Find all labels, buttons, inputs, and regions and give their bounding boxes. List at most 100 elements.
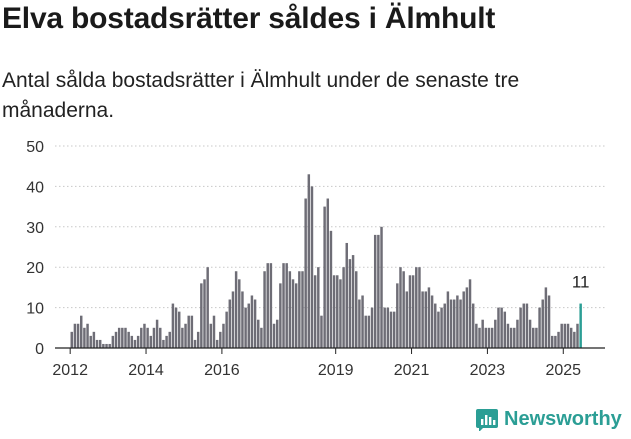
highlight-value-label: 11 <box>572 273 590 292</box>
bar <box>196 331 200 348</box>
bar <box>310 186 314 348</box>
bar <box>576 323 579 348</box>
y-axis: 0 10 20 30 40 50 <box>26 139 44 358</box>
bar <box>294 283 298 348</box>
bar-chart: 0 10 20 30 40 50 2012 2014 2016 2019 2021 2023 2025… <box>26 139 605 379</box>
bar <box>339 279 342 348</box>
bar <box>440 307 443 348</box>
bar <box>108 343 111 348</box>
bar <box>336 275 339 348</box>
bar <box>345 242 348 348</box>
bar <box>541 299 544 348</box>
bar <box>73 323 77 348</box>
bar <box>313 275 317 348</box>
bar <box>244 307 247 348</box>
bar <box>528 319 532 348</box>
bar <box>279 283 282 348</box>
bar <box>168 331 171 348</box>
bar <box>373 234 377 348</box>
bar <box>102 343 105 348</box>
bar <box>200 283 203 348</box>
bar <box>342 267 345 348</box>
bar <box>241 291 244 348</box>
bar <box>80 315 83 348</box>
bar <box>456 295 459 348</box>
chart-title: Elva bostadsrätter såldes i Älmhult <box>2 2 496 35</box>
bar <box>506 323 510 348</box>
bar <box>430 295 434 348</box>
bar <box>494 319 497 348</box>
bar <box>348 259 352 348</box>
bar <box>266 263 269 348</box>
bar <box>263 271 266 348</box>
bar <box>181 327 184 348</box>
bar <box>569 327 573 348</box>
bar <box>468 279 472 348</box>
bar <box>478 327 481 348</box>
bar <box>70 331 73 348</box>
bar <box>193 339 197 348</box>
bar <box>525 303 529 348</box>
bar <box>76 323 80 348</box>
bar <box>219 331 222 348</box>
bar <box>500 307 503 348</box>
newsworthy-logo-icon <box>476 408 498 431</box>
bar <box>238 279 241 348</box>
bar <box>323 206 326 348</box>
x-tick-label: 2021 <box>394 362 430 379</box>
bar <box>89 335 92 348</box>
bar <box>481 319 484 348</box>
bar <box>402 271 405 348</box>
bar <box>222 323 225 348</box>
bar <box>215 339 219 348</box>
bar <box>484 327 488 348</box>
bar <box>437 311 440 348</box>
bar <box>184 323 187 348</box>
bar <box>136 335 140 348</box>
x-tick-label: 2016 <box>204 362 240 379</box>
bar <box>140 327 143 348</box>
bar <box>446 291 450 348</box>
bar <box>291 279 295 348</box>
bar <box>516 319 519 348</box>
bar <box>513 327 516 348</box>
x-tick-label: 2014 <box>128 362 164 379</box>
bar <box>503 311 507 348</box>
bars <box>70 174 582 348</box>
bar <box>212 315 216 348</box>
bar <box>124 327 127 348</box>
bar <box>162 339 165 348</box>
bar <box>317 267 320 348</box>
bar <box>452 299 456 348</box>
x-tick-label: 2019 <box>318 362 354 379</box>
bar <box>418 267 421 348</box>
bar <box>544 287 548 348</box>
bar <box>332 275 336 348</box>
bar <box>92 331 96 348</box>
bar <box>146 327 149 348</box>
y-tick-label: 40 <box>26 179 44 196</box>
bar <box>329 230 333 348</box>
bar <box>304 198 307 348</box>
bar <box>228 299 232 348</box>
bar <box>225 311 228 348</box>
x-axis: 2012 2014 2016 2019 2021 2023 2025 <box>52 347 605 379</box>
bar <box>86 323 89 348</box>
y-tick-label: 30 <box>26 220 44 237</box>
bar <box>203 279 206 348</box>
bar <box>298 271 301 348</box>
bar <box>234 271 238 348</box>
bar <box>190 315 194 348</box>
bar <box>538 307 541 348</box>
bar <box>130 335 134 348</box>
bar <box>358 299 361 348</box>
bar <box>519 307 522 348</box>
bar <box>408 275 412 348</box>
bar <box>396 283 399 348</box>
bar <box>566 323 570 348</box>
annotations: 11 <box>572 273 590 292</box>
bar <box>370 307 374 348</box>
bar <box>471 303 475 348</box>
bar <box>307 174 311 348</box>
bar <box>383 307 386 348</box>
